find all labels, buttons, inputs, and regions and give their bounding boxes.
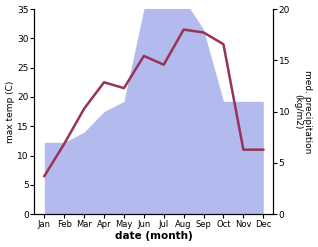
X-axis label: date (month): date (month) <box>115 231 193 242</box>
Y-axis label: med. precipitation
(kg/m2): med. precipitation (kg/m2) <box>293 70 313 153</box>
Y-axis label: max temp (C): max temp (C) <box>5 80 15 143</box>
